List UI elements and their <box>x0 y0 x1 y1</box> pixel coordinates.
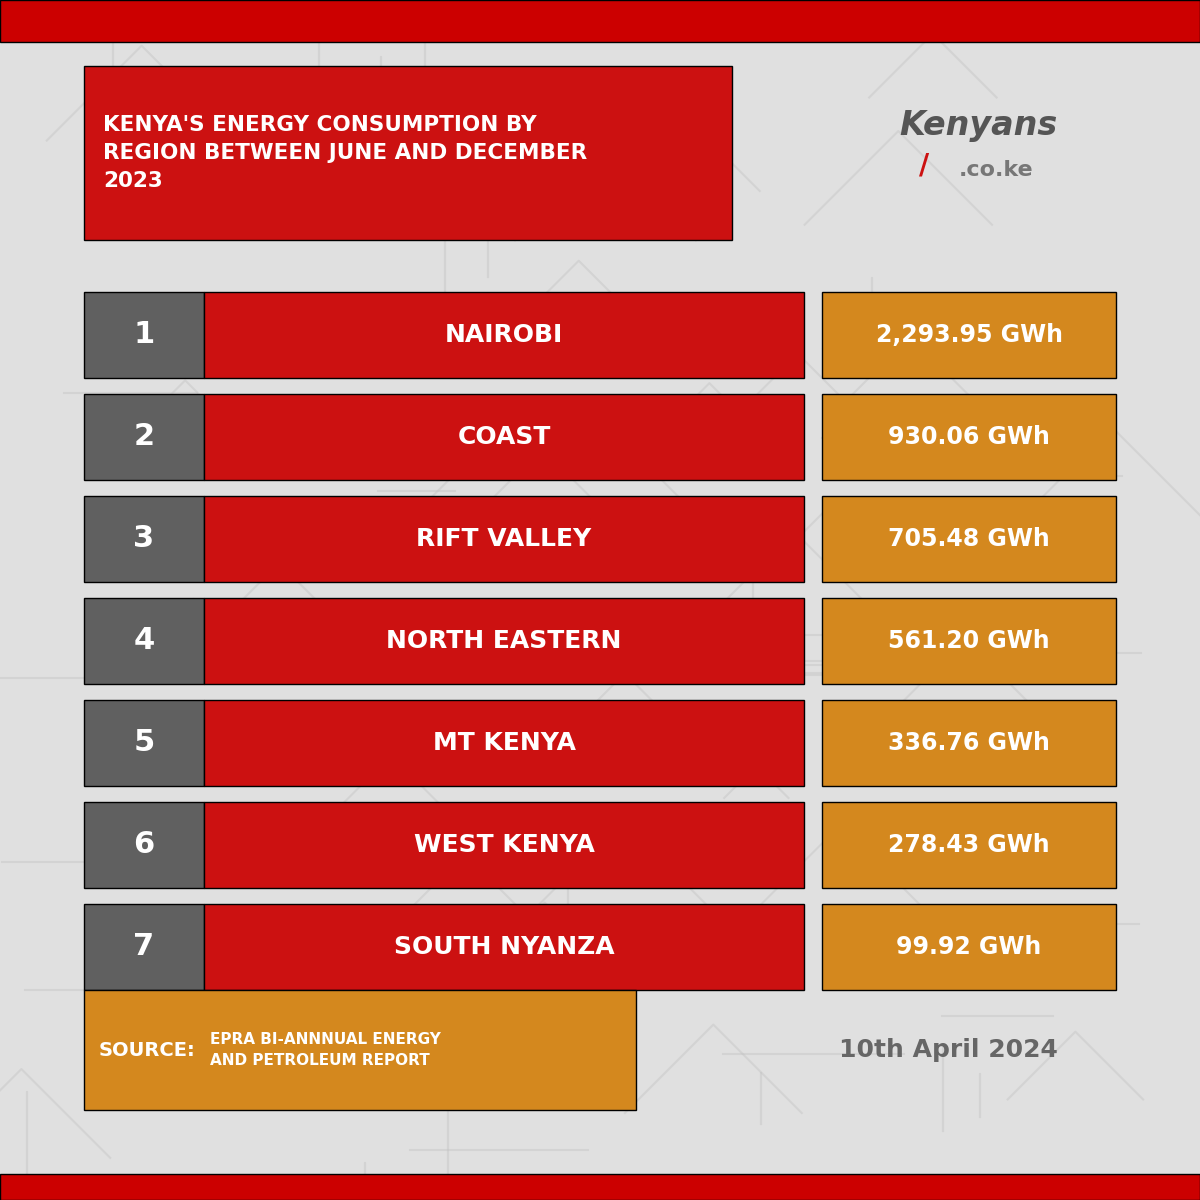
Text: /: / <box>919 151 929 180</box>
Text: 4: 4 <box>133 626 155 655</box>
Text: EPRA BI-ANNNUAL ENERGY
AND PETROLEUM REPORT: EPRA BI-ANNNUAL ENERGY AND PETROLEUM REP… <box>210 1032 440 1068</box>
Text: 561.20 GWh: 561.20 GWh <box>888 629 1050 653</box>
FancyBboxPatch shape <box>84 394 204 480</box>
Text: RIFT VALLEY: RIFT VALLEY <box>416 527 592 551</box>
Text: 7: 7 <box>133 932 155 961</box>
FancyBboxPatch shape <box>822 394 1116 480</box>
FancyBboxPatch shape <box>84 66 732 240</box>
Text: SOURCE:: SOURCE: <box>98 1040 196 1060</box>
Text: MT KENYA: MT KENYA <box>432 731 576 755</box>
FancyBboxPatch shape <box>204 292 804 378</box>
Text: NORTH EASTERN: NORTH EASTERN <box>386 629 622 653</box>
Text: 99.92 GWh: 99.92 GWh <box>896 935 1042 959</box>
Text: 2: 2 <box>133 422 155 451</box>
FancyBboxPatch shape <box>204 496 804 582</box>
Text: 930.06 GWh: 930.06 GWh <box>888 425 1050 449</box>
FancyBboxPatch shape <box>204 700 804 786</box>
Text: Kenyans: Kenyans <box>899 109 1057 143</box>
Text: 5: 5 <box>133 728 155 757</box>
FancyBboxPatch shape <box>204 394 804 480</box>
Text: 1: 1 <box>133 320 155 349</box>
FancyBboxPatch shape <box>822 904 1116 990</box>
FancyBboxPatch shape <box>84 598 204 684</box>
FancyBboxPatch shape <box>84 700 204 786</box>
Text: SOUTH NYANZA: SOUTH NYANZA <box>394 935 614 959</box>
Text: 705.48 GWh: 705.48 GWh <box>888 527 1050 551</box>
FancyBboxPatch shape <box>822 700 1116 786</box>
FancyBboxPatch shape <box>84 496 204 582</box>
FancyBboxPatch shape <box>84 904 204 990</box>
FancyBboxPatch shape <box>822 802 1116 888</box>
FancyBboxPatch shape <box>84 990 636 1110</box>
FancyBboxPatch shape <box>204 802 804 888</box>
FancyBboxPatch shape <box>84 802 204 888</box>
Text: NAIROBI: NAIROBI <box>445 323 563 347</box>
FancyBboxPatch shape <box>0 0 1200 42</box>
Text: 278.43 GWh: 278.43 GWh <box>888 833 1050 857</box>
Text: .co.ke: .co.ke <box>959 161 1033 180</box>
Text: COAST: COAST <box>457 425 551 449</box>
Text: 2,293.95 GWh: 2,293.95 GWh <box>876 323 1062 347</box>
Text: 336.76 GWh: 336.76 GWh <box>888 731 1050 755</box>
FancyBboxPatch shape <box>204 598 804 684</box>
Text: WEST KENYA: WEST KENYA <box>414 833 594 857</box>
Text: 3: 3 <box>133 524 155 553</box>
Text: 10th April 2024: 10th April 2024 <box>839 1038 1057 1062</box>
FancyBboxPatch shape <box>822 496 1116 582</box>
FancyBboxPatch shape <box>822 598 1116 684</box>
Text: 6: 6 <box>133 830 155 859</box>
FancyBboxPatch shape <box>822 292 1116 378</box>
FancyBboxPatch shape <box>204 904 804 990</box>
Text: KENYA'S ENERGY CONSUMPTION BY
REGION BETWEEN JUNE AND DECEMBER
2023: KENYA'S ENERGY CONSUMPTION BY REGION BET… <box>103 115 587 191</box>
FancyBboxPatch shape <box>84 292 204 378</box>
FancyBboxPatch shape <box>0 1174 1200 1200</box>
